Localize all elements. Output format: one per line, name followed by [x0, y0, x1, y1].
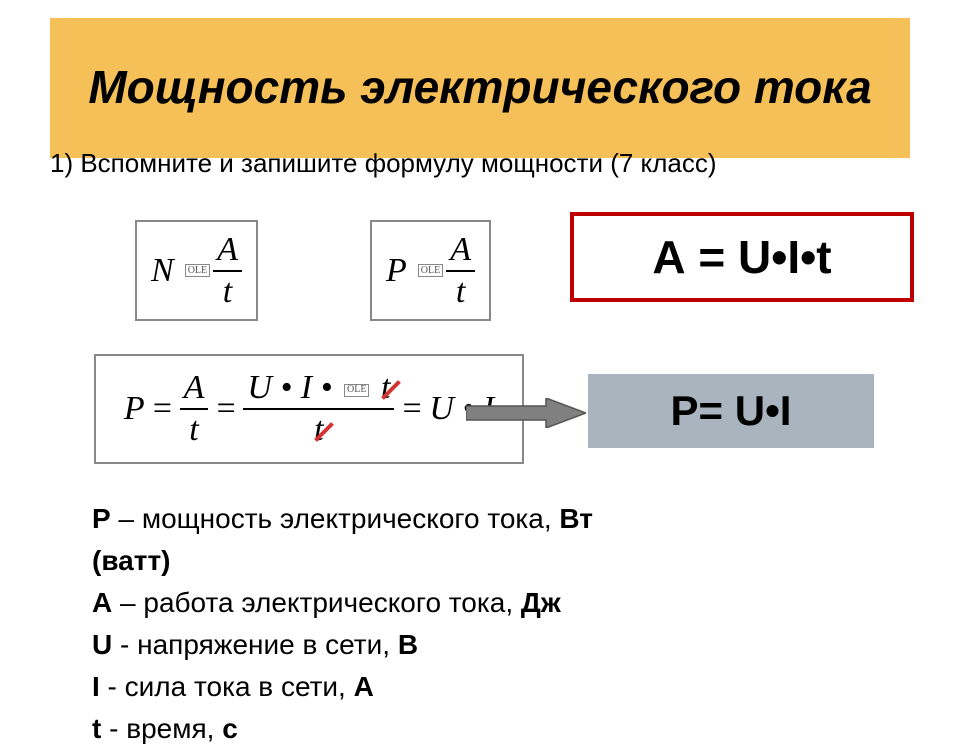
formula-n-box: N OLE A t	[135, 220, 258, 321]
equals-sign: =	[151, 390, 174, 428]
def-a: А – работа электрического тока, Дж	[92, 582, 593, 624]
deriv-frac1: A t	[180, 370, 209, 447]
formula-n-lhs: N	[151, 252, 174, 290]
ole-icon: OLE	[185, 264, 210, 277]
ole-icon: OLE	[418, 264, 443, 277]
formula-p: P OLE A t	[386, 232, 475, 309]
work-formula: А = U•I•t	[652, 230, 831, 284]
struck-t-den: t	[314, 412, 323, 448]
def-p-extra: (ватт)	[92, 540, 593, 582]
deriv-f2-num: U • I • t U • I • OLE t	[243, 370, 394, 406]
deriv-f2-den: t	[310, 412, 327, 448]
equals-sign: =	[400, 390, 423, 428]
fraction-bar	[243, 408, 394, 410]
formula-p-frac: A t	[446, 232, 475, 309]
formula-n-num: A	[213, 232, 242, 268]
ole-icon: OLE	[344, 384, 369, 397]
fraction-bar	[446, 270, 475, 272]
derivation-box: P = A t = U • I • t U • I • OLE t t	[94, 354, 524, 464]
derivation: P = A t = U • I • t U • I • OLE t t	[124, 370, 494, 447]
power-formula: Р= U•I	[671, 387, 792, 435]
definitions: Р – мощность электрического тока, Вт (ва…	[92, 498, 593, 750]
title-box: Мощность электрического тока	[50, 18, 910, 158]
def-t: t - время, с	[92, 708, 593, 750]
fraction-bar	[180, 408, 209, 410]
def-i: I - сила тока в сети, А	[92, 666, 593, 708]
formula-p-lhs: P	[386, 252, 407, 290]
def-p: Р – мощность электрического тока, Вт	[92, 498, 593, 540]
formula-n-den: t	[219, 274, 236, 310]
deriv-lhs: P	[124, 390, 145, 428]
equals-sign: =	[214, 390, 237, 428]
deriv-frac2: U • I • t U • I • OLE t t	[243, 370, 394, 447]
formula-n: N OLE A t	[151, 232, 242, 309]
subtitle: 1) Вспомните и запишите формулу мощности…	[50, 148, 717, 179]
formula-p-den: t	[452, 274, 469, 310]
slide: Мощность электрического тока 1) Вспомнит…	[0, 0, 960, 720]
formula-p-box: P OLE A t	[370, 220, 491, 321]
formula-n-frac: A t	[213, 232, 242, 309]
struck-t-num: t	[381, 370, 390, 406]
formula-p-num: A	[446, 232, 475, 268]
fraction-bar	[213, 270, 242, 272]
deriv-f1-num: A	[180, 370, 209, 406]
power-formula-box: Р= U•I	[588, 374, 874, 448]
def-u: U - напряжение в сети, В	[92, 624, 593, 666]
work-formula-box: А = U•I•t	[570, 212, 914, 302]
arrow-icon	[466, 398, 586, 428]
deriv-f1-den: t	[185, 412, 202, 448]
slide-title: Мощность электрического тока	[88, 60, 871, 115]
